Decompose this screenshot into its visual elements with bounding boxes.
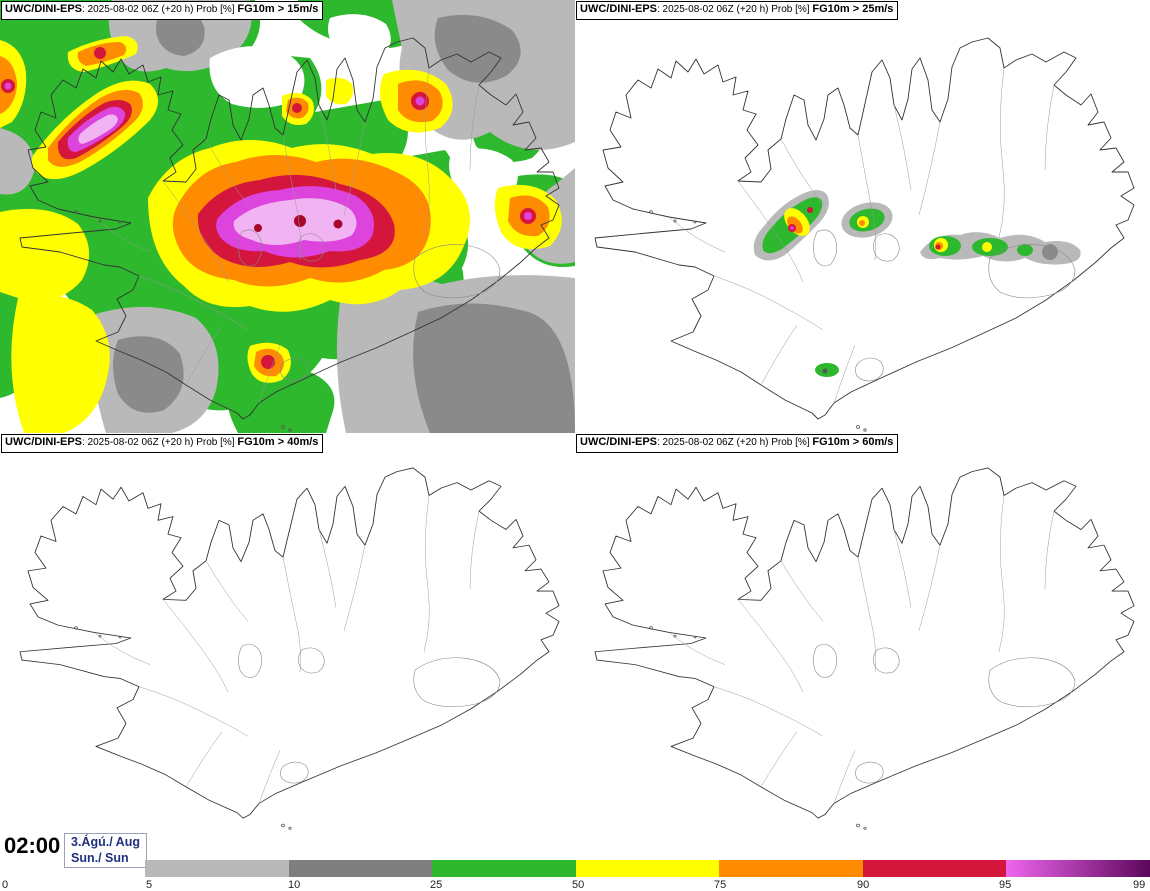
panel-title-40ms: UWC/DINI-EPS: 2025-08-02 06Z (+20 h) Pro… <box>1 434 324 453</box>
probability-map-25ms <box>575 0 1150 433</box>
legend-tick-label: 99 <box>1133 879 1146 891</box>
map-panel-fg25: UWC/DINI-EPS: 2025-08-02 06Z (+20 h) Pro… <box>575 0 1150 433</box>
legend-tick-label: 90 <box>857 879 870 891</box>
threshold-label: FG10m > 60m/s <box>812 436 894 448</box>
model-name: UWC/DINI-EPS <box>580 3 657 15</box>
legend-tick-label: 25 <box>430 879 443 891</box>
run-info: : 2025-08-02 06Z (+20 h) Prob [%] <box>657 4 813 15</box>
legend-segment <box>432 860 576 877</box>
legend-segment <box>719 860 863 877</box>
map-panel-fg60: UWC/DINI-EPS: 2025-08-02 06Z (+20 h) Pro… <box>575 433 1150 831</box>
run-info: : 2025-08-02 06Z (+20 h) Prob [%] <box>657 437 813 448</box>
panel-title-15ms: UWC/DINI-EPS: 2025-08-02 06Z (+20 h) Pro… <box>1 1 324 20</box>
valid-time: 02:00 <box>4 833 61 858</box>
panel-title-25ms: UWC/DINI-EPS: 2025-08-02 06Z (+20 h) Pro… <box>576 1 899 20</box>
legend-tick-label: 5 <box>146 879 153 891</box>
model-name: UWC/DINI-EPS <box>5 436 82 448</box>
footer-bar: 02:00 3.Ágú./ Aug Sun./ Sun 0 5 10 25 50… <box>0 831 1150 891</box>
threshold-label: FG10m > 25m/s <box>812 3 894 15</box>
legend-tick-label: 0 <box>2 879 9 891</box>
run-info: : 2025-08-02 06Z (+20 h) Prob [%] <box>82 437 238 448</box>
legend-tick-label: 50 <box>572 879 585 891</box>
probability-map-15ms <box>0 0 575 433</box>
threshold-label: FG10m > 40m/s <box>237 436 319 448</box>
legend-tick-labels: 0 5 10 25 50 75 90 95 99 <box>0 879 1150 891</box>
legend-segment <box>1006 860 1150 877</box>
valid-date-line1: 3.Ágú./ Aug <box>71 835 140 849</box>
model-name: UWC/DINI-EPS <box>580 436 657 448</box>
valid-date-line2: Sun./ Sun <box>71 851 129 866</box>
panel-title-60ms: UWC/DINI-EPS: 2025-08-02 06Z (+20 h) Pro… <box>576 434 899 453</box>
map-panel-fg40: UWC/DINI-EPS: 2025-08-02 06Z (+20 h) Pro… <box>0 433 575 831</box>
legend-tick-label: 10 <box>288 879 301 891</box>
map-panel-fg15: UWC/DINI-EPS: 2025-08-02 06Z (+20 h) Pro… <box>0 0 575 433</box>
model-name: UWC/DINI-EPS <box>5 3 82 15</box>
probability-color-scale <box>145 860 1150 877</box>
run-info: : 2025-08-02 06Z (+20 h) Prob [%] <box>82 4 238 15</box>
legend-segment <box>575 860 720 877</box>
probability-map-60ms <box>575 433 1150 831</box>
legend-segment <box>862 860 1007 877</box>
probability-map-40ms <box>0 433 575 831</box>
legend-segment <box>145 860 289 877</box>
legend-tick-label: 95 <box>999 879 1012 891</box>
valid-date: 3.Ágú./ Aug Sun./ Sun <box>64 833 147 868</box>
threshold-label: FG10m > 15m/s <box>237 3 319 15</box>
legend-segment <box>288 860 433 877</box>
legend-tick-label: 75 <box>714 879 727 891</box>
